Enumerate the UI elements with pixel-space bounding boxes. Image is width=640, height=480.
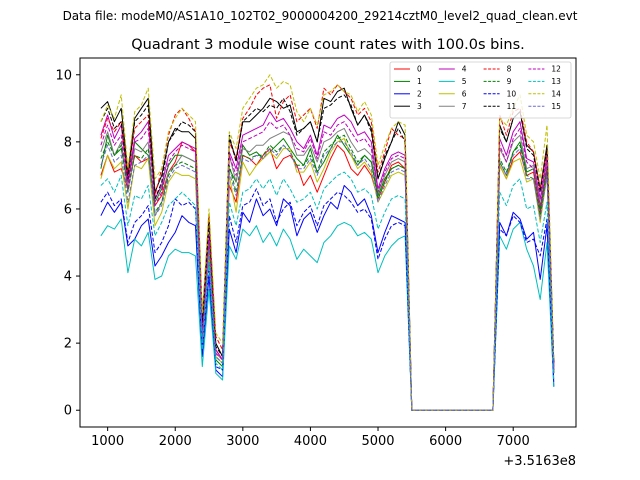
series-line-4 — [100, 111, 555, 411]
legend-label-4: 4 — [462, 65, 467, 74]
legend-label-2: 2 — [417, 89, 422, 98]
series-line-7 — [100, 127, 555, 411]
legend-label-10: 10 — [507, 89, 517, 98]
y-tick-label: 4 — [64, 270, 72, 285]
x-tick-label: 5000 — [361, 434, 394, 449]
series-line-9 — [100, 134, 555, 411]
legend-label-7: 7 — [462, 102, 467, 111]
x-tick-label: 2000 — [159, 434, 192, 449]
legend-label-15: 15 — [551, 102, 561, 111]
series-line-3 — [100, 87, 555, 411]
plot-area-border — [79, 57, 577, 428]
x-tick-label: 4000 — [294, 434, 327, 449]
y-tick-label: 2 — [64, 337, 72, 352]
y-tick-label: 10 — [55, 68, 72, 83]
series-line-12 — [100, 121, 555, 411]
x-tick-label: 6000 — [429, 434, 462, 449]
x-axis: 1000 2000 3000 4000 5000 6000 7000 — [91, 427, 530, 449]
legend-label-9: 9 — [507, 77, 512, 86]
legend-label-0: 0 — [417, 65, 422, 74]
x-tick-label: 1000 — [91, 434, 124, 449]
y-tick-label: 6 — [64, 202, 72, 217]
x-tick-label: 7000 — [497, 434, 530, 449]
legend-label-13: 13 — [551, 77, 561, 86]
series-line-5 — [100, 218, 555, 411]
legend-label-5: 5 — [462, 77, 467, 86]
legend-label-3: 3 — [417, 102, 422, 111]
series-line-6 — [100, 138, 555, 411]
x-axis-offset-label: +3.5163e8 — [503, 454, 576, 469]
chart-title: Quadrant 3 module wise count rates with … — [131, 37, 525, 53]
series-line-2 — [100, 185, 555, 411]
legend-box — [389, 61, 572, 119]
series-line-8 — [100, 84, 555, 411]
series-line-14 — [100, 74, 555, 411]
legend-label-6: 6 — [462, 89, 467, 98]
series-line-10 — [100, 188, 555, 411]
plot-lines — [100, 74, 555, 411]
y-tick-label: 8 — [64, 135, 72, 150]
legend-label-8: 8 — [507, 65, 512, 74]
legend-label-14: 14 — [551, 89, 561, 98]
y-axis: 0 2 4 6 8 10 — [55, 68, 80, 419]
axes-frame — [79, 57, 577, 428]
series-line-15 — [100, 141, 555, 411]
series-line-1 — [100, 134, 555, 411]
figure-suptitle: Data file: modeM0/AS1A10_102T02_90000042… — [63, 9, 578, 23]
legend-label-12: 12 — [551, 65, 561, 74]
y-tick-label: 0 — [64, 404, 72, 419]
x-tick-label: 3000 — [226, 434, 259, 449]
legend-label-1: 1 — [417, 77, 422, 86]
legend-label-11: 11 — [507, 102, 517, 111]
